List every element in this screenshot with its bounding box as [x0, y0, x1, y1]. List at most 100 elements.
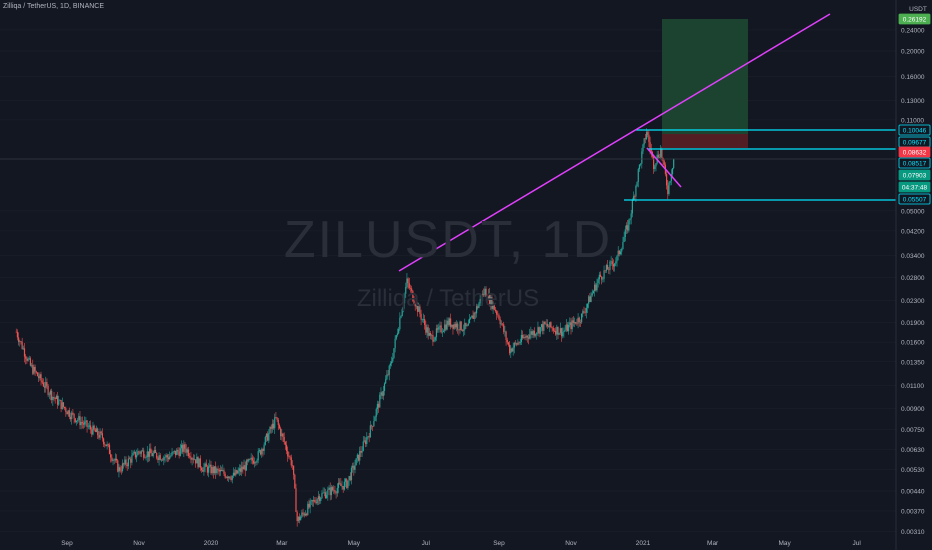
price-tags: 0.26192 0.10046 0.09677 0.08632 0.08517 0.079…: [898, 13, 931, 205]
candle-body: [119, 467, 121, 471]
candle-body: [36, 372, 39, 377]
candle-body: [317, 496, 320, 500]
candle-body: [251, 457, 253, 461]
candle-body: [666, 174, 668, 186]
candle-body: [230, 478, 232, 480]
candle-body: [60, 400, 62, 409]
candle-body: [149, 448, 151, 457]
candle-body: [390, 361, 393, 364]
candle-body: [526, 335, 528, 338]
candle-body: [623, 236, 625, 243]
candle-body: [637, 169, 639, 182]
candle-body: [328, 487, 330, 490]
candle-body: [368, 436, 370, 438]
candle-body: [353, 465, 355, 470]
candle-body: [78, 416, 80, 421]
candle-body: [583, 311, 585, 313]
y-tick-label: 0.02300: [901, 298, 925, 305]
candle-body: [276, 417, 278, 420]
candle-body: [213, 466, 216, 474]
candle-body: [433, 340, 435, 342]
candle-body: [373, 421, 375, 427]
candle-body: [169, 456, 171, 460]
candle-body: [302, 512, 304, 514]
y-tick-label: 0.11000: [901, 117, 924, 124]
y-tick-label: 0.00440: [901, 489, 925, 496]
price-tag-box: [898, 193, 931, 205]
candle-body: [29, 358, 32, 366]
candle-body: [486, 296, 488, 300]
candle-body: [596, 283, 598, 291]
candle-body: [289, 456, 291, 458]
y-tick-label: 0.00630: [901, 447, 925, 454]
candle-body: [380, 392, 382, 395]
candle-body: [199, 458, 201, 468]
candle-body: [453, 324, 455, 329]
candle-body: [202, 470, 204, 472]
candle-body: [336, 487, 338, 494]
candle-body: [481, 293, 484, 301]
candle-body: [471, 315, 473, 318]
candle-body: [49, 390, 52, 395]
candle-body: [408, 283, 410, 288]
candle-body: [589, 296, 591, 302]
candle-body: [592, 291, 595, 294]
candle-body: [223, 470, 225, 474]
x-tick-label: Sep: [61, 540, 73, 547]
candle-body: [72, 412, 74, 414]
candle-body: [533, 330, 536, 336]
candle-body: [47, 385, 49, 396]
candle-body: [226, 476, 229, 479]
candle-body: [416, 303, 419, 312]
price-scale[interactable]: USDT 0.24000 0.20000 0.16000 0.13000 0.11000 0…: [901, 6, 927, 536]
candle-body: [130, 458, 132, 463]
price-tag-label: 0.05507: [903, 197, 927, 204]
candle-body: [640, 163, 642, 165]
candle-body: [573, 321, 576, 323]
candle-body: [354, 465, 356, 470]
candle-body: [602, 278, 604, 280]
candle-body: [536, 332, 538, 335]
candle-body: [132, 453, 134, 456]
candle-body: [427, 327, 429, 336]
candle-body: [293, 465, 295, 475]
candle-body: [503, 324, 505, 332]
candle-body: [494, 309, 497, 312]
price-tag-box: [898, 157, 931, 169]
candle-body: [182, 444, 184, 452]
candle-body: [321, 493, 323, 498]
candle-body: [27, 358, 29, 361]
candle-body: [344, 479, 347, 482]
candle-body: [500, 323, 502, 325]
candle-body: [176, 449, 178, 456]
candle-body: [66, 412, 68, 415]
candle-body: [75, 420, 78, 423]
candle-body: [283, 436, 285, 443]
candle-body: [269, 426, 271, 433]
candle-body: [184, 444, 186, 449]
candle-body: [287, 451, 289, 457]
time-scale[interactable]: Sep Nov 2020 Mar May Jul Sep Nov 2021 Mar May Jul: [61, 540, 861, 547]
price-tag-box: [898, 13, 931, 25]
candle-body: [218, 469, 220, 472]
candle-body: [297, 516, 299, 522]
candle-body: [141, 450, 144, 452]
currency-label: USDT: [909, 6, 927, 13]
candle-body: [575, 321, 577, 324]
candle-body: [53, 396, 55, 398]
candle-body: [306, 513, 308, 515]
candle-body: [95, 428, 98, 433]
candle-body: [585, 307, 587, 313]
candle-body: [540, 324, 543, 328]
candle-body: [657, 154, 659, 158]
candle-body: [434, 337, 436, 341]
y-tick-label: 0.13000: [901, 98, 925, 105]
candle-body: [499, 319, 501, 325]
candle-body: [594, 284, 596, 292]
candle-body: [330, 487, 332, 496]
candle-body: [101, 433, 104, 439]
candle-body: [197, 457, 199, 468]
candle-body: [131, 455, 133, 463]
